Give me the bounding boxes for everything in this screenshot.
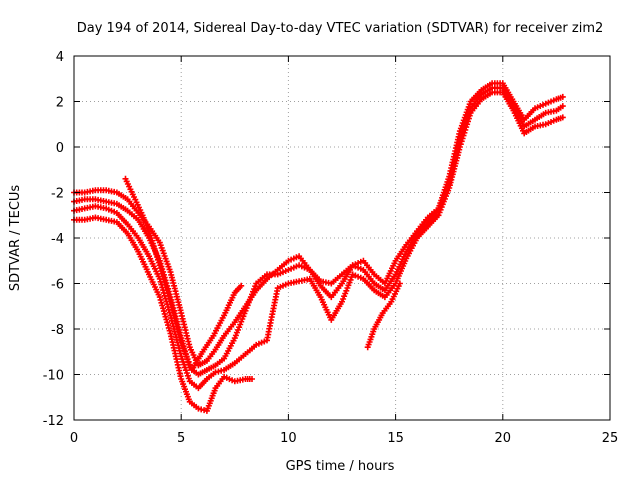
y-tick-label: -2	[51, 187, 64, 202]
data-point	[461, 129, 468, 136]
x-axis-label: GPS time / hours	[286, 459, 395, 474]
data-point	[162, 281, 169, 288]
data-point	[249, 376, 255, 382]
data-point	[165, 324, 172, 331]
data-point	[464, 121, 471, 128]
y-tick-label: -10	[43, 369, 64, 384]
data-point	[459, 135, 466, 142]
data-point	[182, 364, 188, 371]
series-track-3	[71, 89, 566, 392]
data-point	[396, 280, 403, 287]
y-tick-label: -12	[43, 414, 64, 429]
series-track-5	[122, 175, 245, 373]
x-tick-label: 25	[602, 431, 619, 446]
data-point	[559, 93, 566, 100]
y-tick-label: 0	[56, 141, 64, 156]
data-point	[559, 103, 566, 110]
data-point	[155, 256, 161, 263]
y-tick-label: -8	[51, 323, 64, 338]
data-point	[465, 115, 472, 122]
data-point	[181, 347, 188, 354]
series-track-6	[364, 280, 403, 351]
x-tick-label: 5	[177, 431, 185, 446]
y-axis-label: SDTVAR / TECUs	[8, 185, 23, 292]
y-tick-label: 4	[56, 50, 64, 65]
series-layer	[71, 80, 566, 414]
series-track-2	[71, 84, 566, 378]
y-tick-label: -4	[51, 232, 64, 247]
y-tick-label: -6	[51, 278, 64, 293]
data-point	[178, 353, 185, 360]
x-tick-label: 0	[70, 431, 78, 446]
data-point	[243, 305, 250, 312]
data-point	[559, 114, 566, 121]
x-tick-label: 10	[280, 431, 297, 446]
grid	[74, 56, 610, 420]
x-tick-label: 20	[495, 431, 512, 446]
x-tick-label: 15	[387, 431, 404, 446]
chart-title: Day 194 of 2014, Sidereal Day-to-day VTE…	[77, 21, 604, 36]
y-tick-label: 2	[56, 96, 64, 111]
data-point	[238, 282, 245, 289]
series-track-4	[71, 214, 255, 414]
data-point	[457, 141, 464, 148]
